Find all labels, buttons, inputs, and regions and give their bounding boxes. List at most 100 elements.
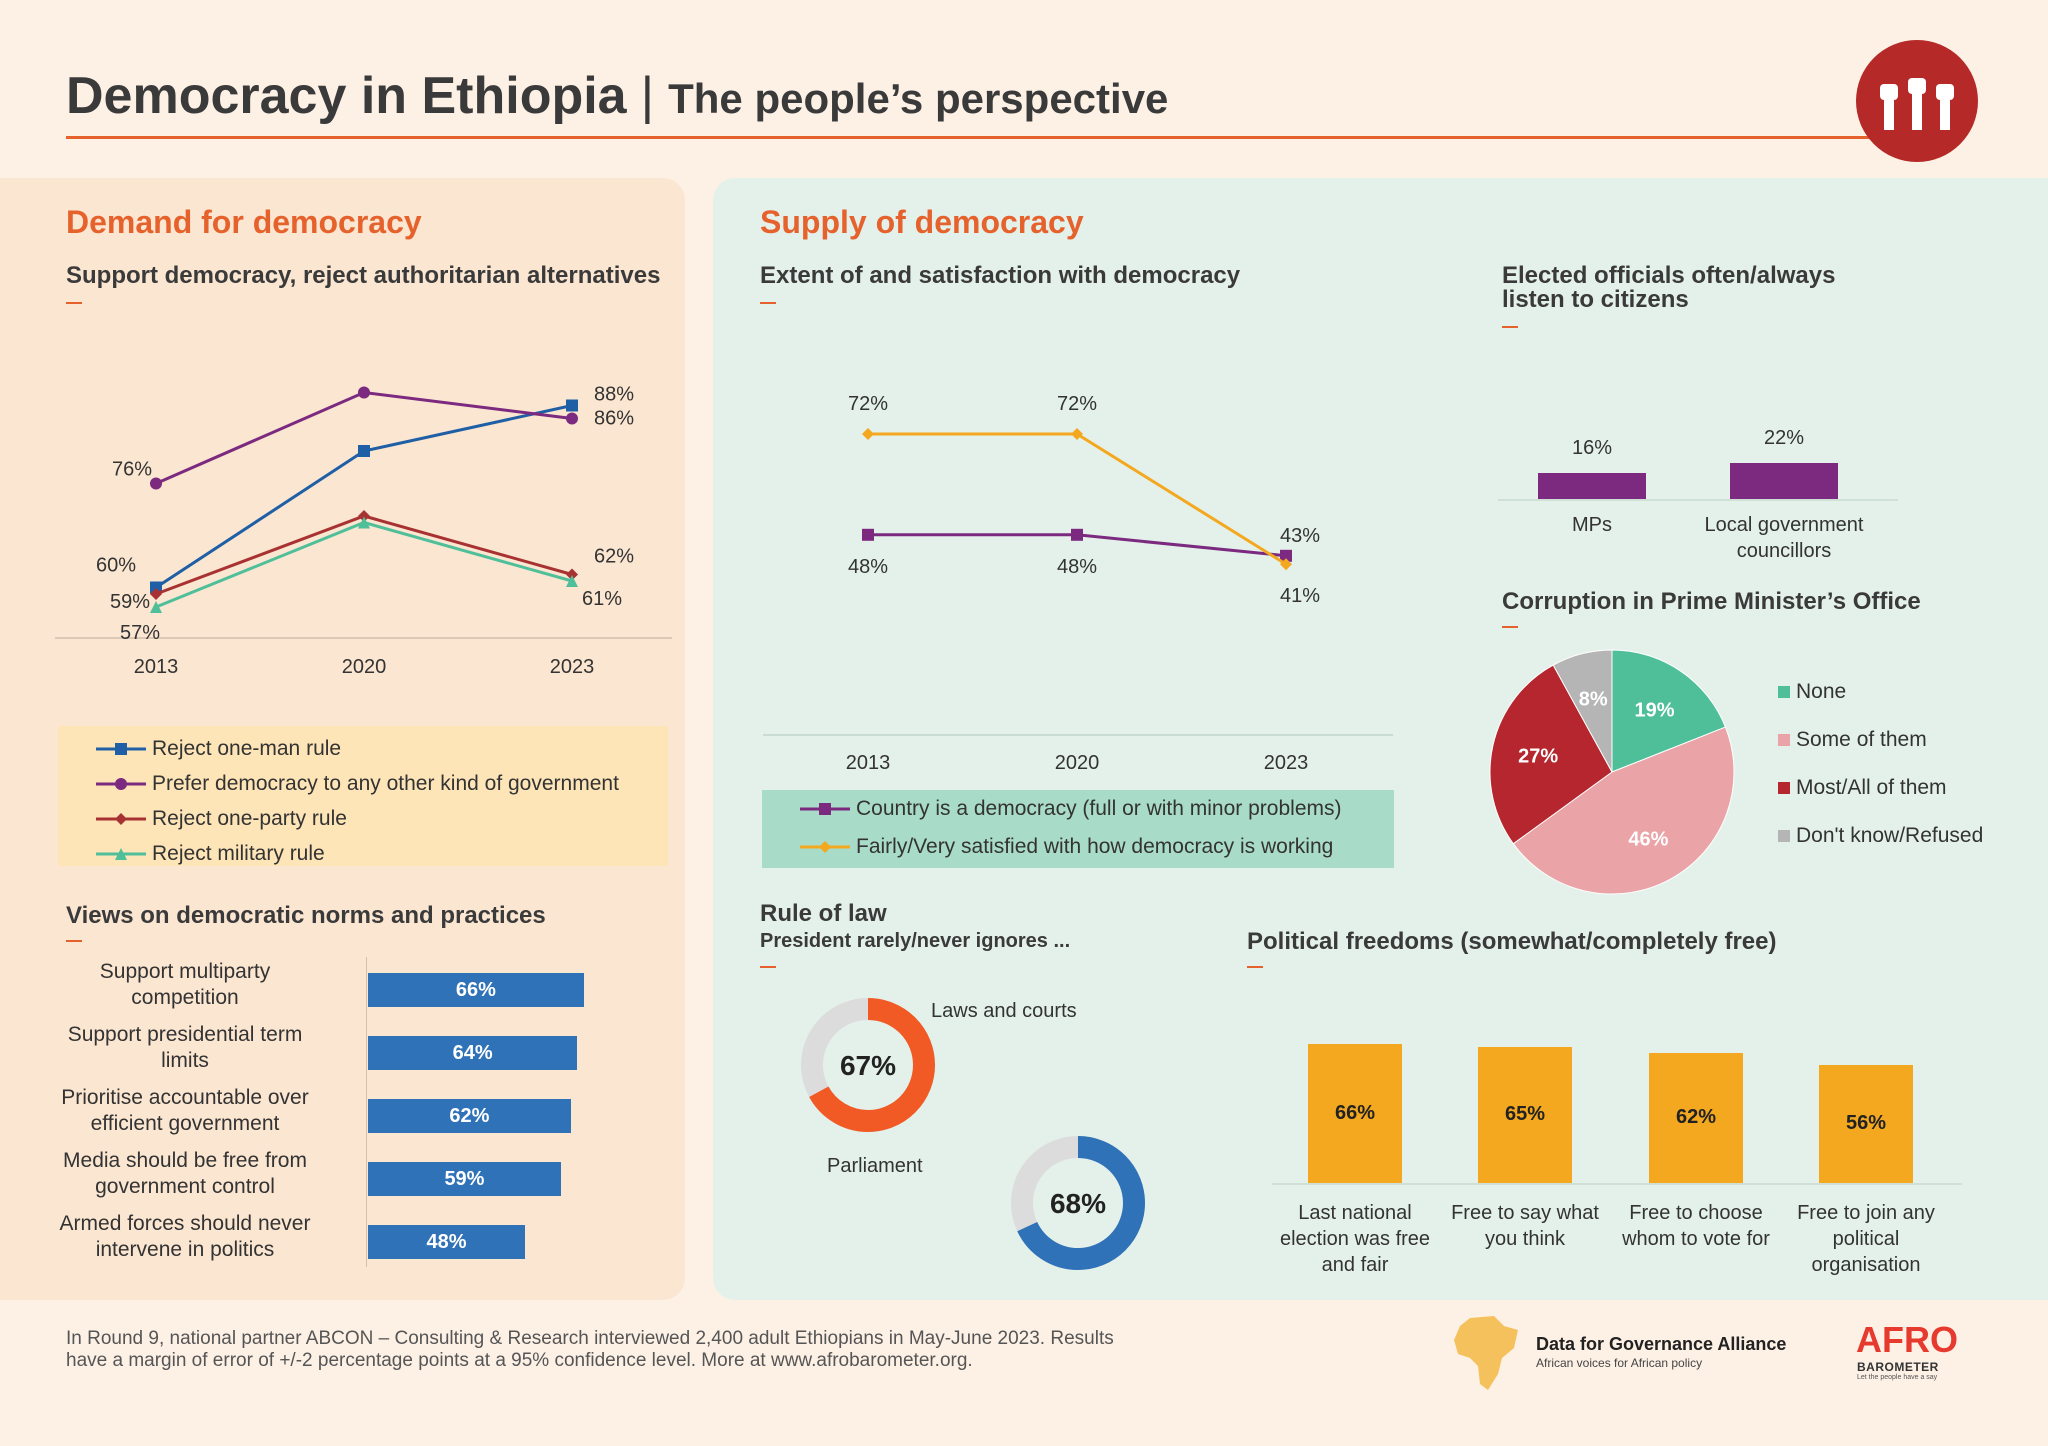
afrobarometer-logo-text: AFRO xyxy=(1856,1319,1958,1360)
pie-slice xyxy=(1512,726,1735,895)
bar-value-label: 66% xyxy=(1334,1101,1376,1124)
x-tick-label: 2020 xyxy=(1055,752,1100,774)
supply-section-title: Supply of democracy xyxy=(760,204,1084,240)
legend-item: Fairly/Very satisfied with how democracy… xyxy=(800,832,1333,862)
data-label: 72% xyxy=(1057,393,1097,415)
bar: 66% xyxy=(368,973,584,1007)
bar: 64% xyxy=(368,1036,578,1070)
legend-label: Don't know/Refused xyxy=(1796,824,1984,847)
bar-axis-line xyxy=(1272,1183,1962,1185)
legend-item: Don't know/Refused xyxy=(1778,824,1983,848)
corruption-pie-chart: 19% 46% 27% 8% xyxy=(1489,649,1735,895)
title-subtitle: The people’s perspective xyxy=(668,75,1169,122)
footer-line1: In Round 9, national partner ABCON – Con… xyxy=(66,1328,1114,1349)
legend-label: None xyxy=(1796,680,1847,703)
raised-fists-logo-icon xyxy=(1856,40,1978,162)
bar-axis-line xyxy=(366,957,367,1267)
data-label: 59% xyxy=(110,591,150,613)
bar-category-label: Free to say what you think xyxy=(1440,1200,1610,1252)
data-point xyxy=(1280,558,1292,571)
title-dash xyxy=(760,302,776,304)
officials-bar-chart: 16% MPs 22% Local government councillors xyxy=(1480,400,1900,580)
pie-slice-label: 19% xyxy=(1635,699,1675,721)
legend-symbol xyxy=(800,803,850,815)
bar-category-line: political xyxy=(1832,1228,1900,1250)
bar-value-label: 64% xyxy=(452,1042,493,1064)
bar-category-label: Support multiparty competition xyxy=(20,959,350,1011)
legend-item: Reject one-man rule xyxy=(96,734,341,764)
bar-value-label: 62% xyxy=(449,1105,490,1127)
bar: 59% xyxy=(368,1162,561,1196)
extent-legend: Country is a democracy (full or with min… xyxy=(762,790,1394,868)
bar-value-label: 62% xyxy=(1675,1105,1717,1128)
support-chart-title: Support democracy, reject authoritarian … xyxy=(66,262,661,289)
title-dash xyxy=(66,940,82,942)
bar-value-label: 22% xyxy=(1763,426,1805,449)
legend-item: Prefer democracy to any other kind of go… xyxy=(96,769,619,799)
norms-chart-title: Views on democratic norms and practices xyxy=(66,902,546,929)
bar-category-line: Support multiparty xyxy=(99,960,271,983)
donut-chart: 67% xyxy=(801,998,935,1132)
donut-value-label: 68% xyxy=(1050,1188,1106,1219)
donut-category-label: Laws and courts xyxy=(931,1000,1077,1022)
data-label: 48% xyxy=(1057,556,1097,578)
legend-swatch xyxy=(1778,686,1790,698)
bar-category-line: government control xyxy=(95,1175,275,1198)
pie-slice-label: 46% xyxy=(1628,828,1668,850)
officials-title-line2: listen to citizens xyxy=(1502,286,1689,313)
bar: 62% xyxy=(1649,1052,1743,1183)
freedoms-bar-chart: 66% Last national election was free and fai… xyxy=(1260,1020,1962,1290)
bar-category-line: whom to vote for xyxy=(1622,1228,1770,1250)
bar-category-label: Local government councillors xyxy=(1674,512,1894,564)
legend-label: Reject one-party rule xyxy=(152,807,347,830)
legend-item: Reject military rule xyxy=(96,839,325,869)
legend-label: Most/All of them xyxy=(1796,776,1947,799)
legend-marker xyxy=(819,841,831,853)
title-dash xyxy=(760,966,776,968)
rule-of-law-title: Rule of law xyxy=(760,900,887,927)
bar-category-line: Free to join any xyxy=(1797,1202,1935,1224)
data-point xyxy=(1280,549,1292,562)
bar-value-label: 59% xyxy=(444,1168,485,1190)
afrobarometer-tagline: Let the people have a say xyxy=(1857,1374,1938,1381)
bar-category-label: Media should be free from government cont… xyxy=(20,1148,350,1200)
demand-section-title: Demand for democracy xyxy=(66,204,422,240)
data-point xyxy=(358,510,370,522)
bar-value-label: 56% xyxy=(1845,1112,1887,1135)
x-tick-label: 2013 xyxy=(846,752,891,774)
legend-swatch xyxy=(1778,782,1790,794)
legend-item: Most/All of them xyxy=(1778,776,1947,800)
bar-value-label: 16% xyxy=(1571,436,1613,459)
data-point xyxy=(1071,528,1083,541)
pie-slice xyxy=(1489,664,1613,845)
data-label: 88% xyxy=(594,384,634,406)
bar-category-line: Local government xyxy=(1704,514,1864,536)
bar-category-label: Free to join any political organisation xyxy=(1781,1200,1951,1278)
donut-value-label: 67% xyxy=(840,1050,896,1081)
data-label: 57% xyxy=(120,622,160,644)
data-label: 62% xyxy=(594,546,634,568)
title-separator: | xyxy=(640,67,655,125)
bar-category-label: MPs xyxy=(1482,512,1702,538)
legend-marker xyxy=(819,803,831,815)
legend-label: Reject military rule xyxy=(152,842,325,865)
bar-category-line: intervene in politics xyxy=(95,1238,275,1261)
corruption-chart-title: Corruption in Prime Minister’s Office xyxy=(1502,588,1921,615)
bar-category-line: Prioritise accountable over xyxy=(61,1086,309,1109)
donut-category-label: Parliament xyxy=(827,1155,923,1177)
bar-category-line: Support presidential term xyxy=(67,1023,303,1046)
title-dash xyxy=(66,302,82,304)
data-label: 86% xyxy=(594,408,634,430)
freedoms-chart-title: Political freedoms (somewhat/completely … xyxy=(1247,928,1777,955)
bar-category-label: Prioritise accountable over efficient gov… xyxy=(20,1085,350,1137)
legend-label: Prefer democracy to any other kind of go… xyxy=(152,772,619,795)
data-point xyxy=(358,516,370,529)
officials-chart-title: Elected officials often/always listen to… xyxy=(1502,264,1835,312)
series-line xyxy=(155,520,573,609)
data-point xyxy=(1071,428,1083,440)
legend-symbol xyxy=(96,743,146,755)
bar-category-line: Last national xyxy=(1298,1202,1412,1224)
legend-item: Country is a democracy (full or with min… xyxy=(800,794,1341,824)
footer-line2: have a margin of error of +/-2 percentag… xyxy=(66,1350,973,1371)
bar-category-label: Free to choose whom to vote for xyxy=(1611,1200,1781,1252)
